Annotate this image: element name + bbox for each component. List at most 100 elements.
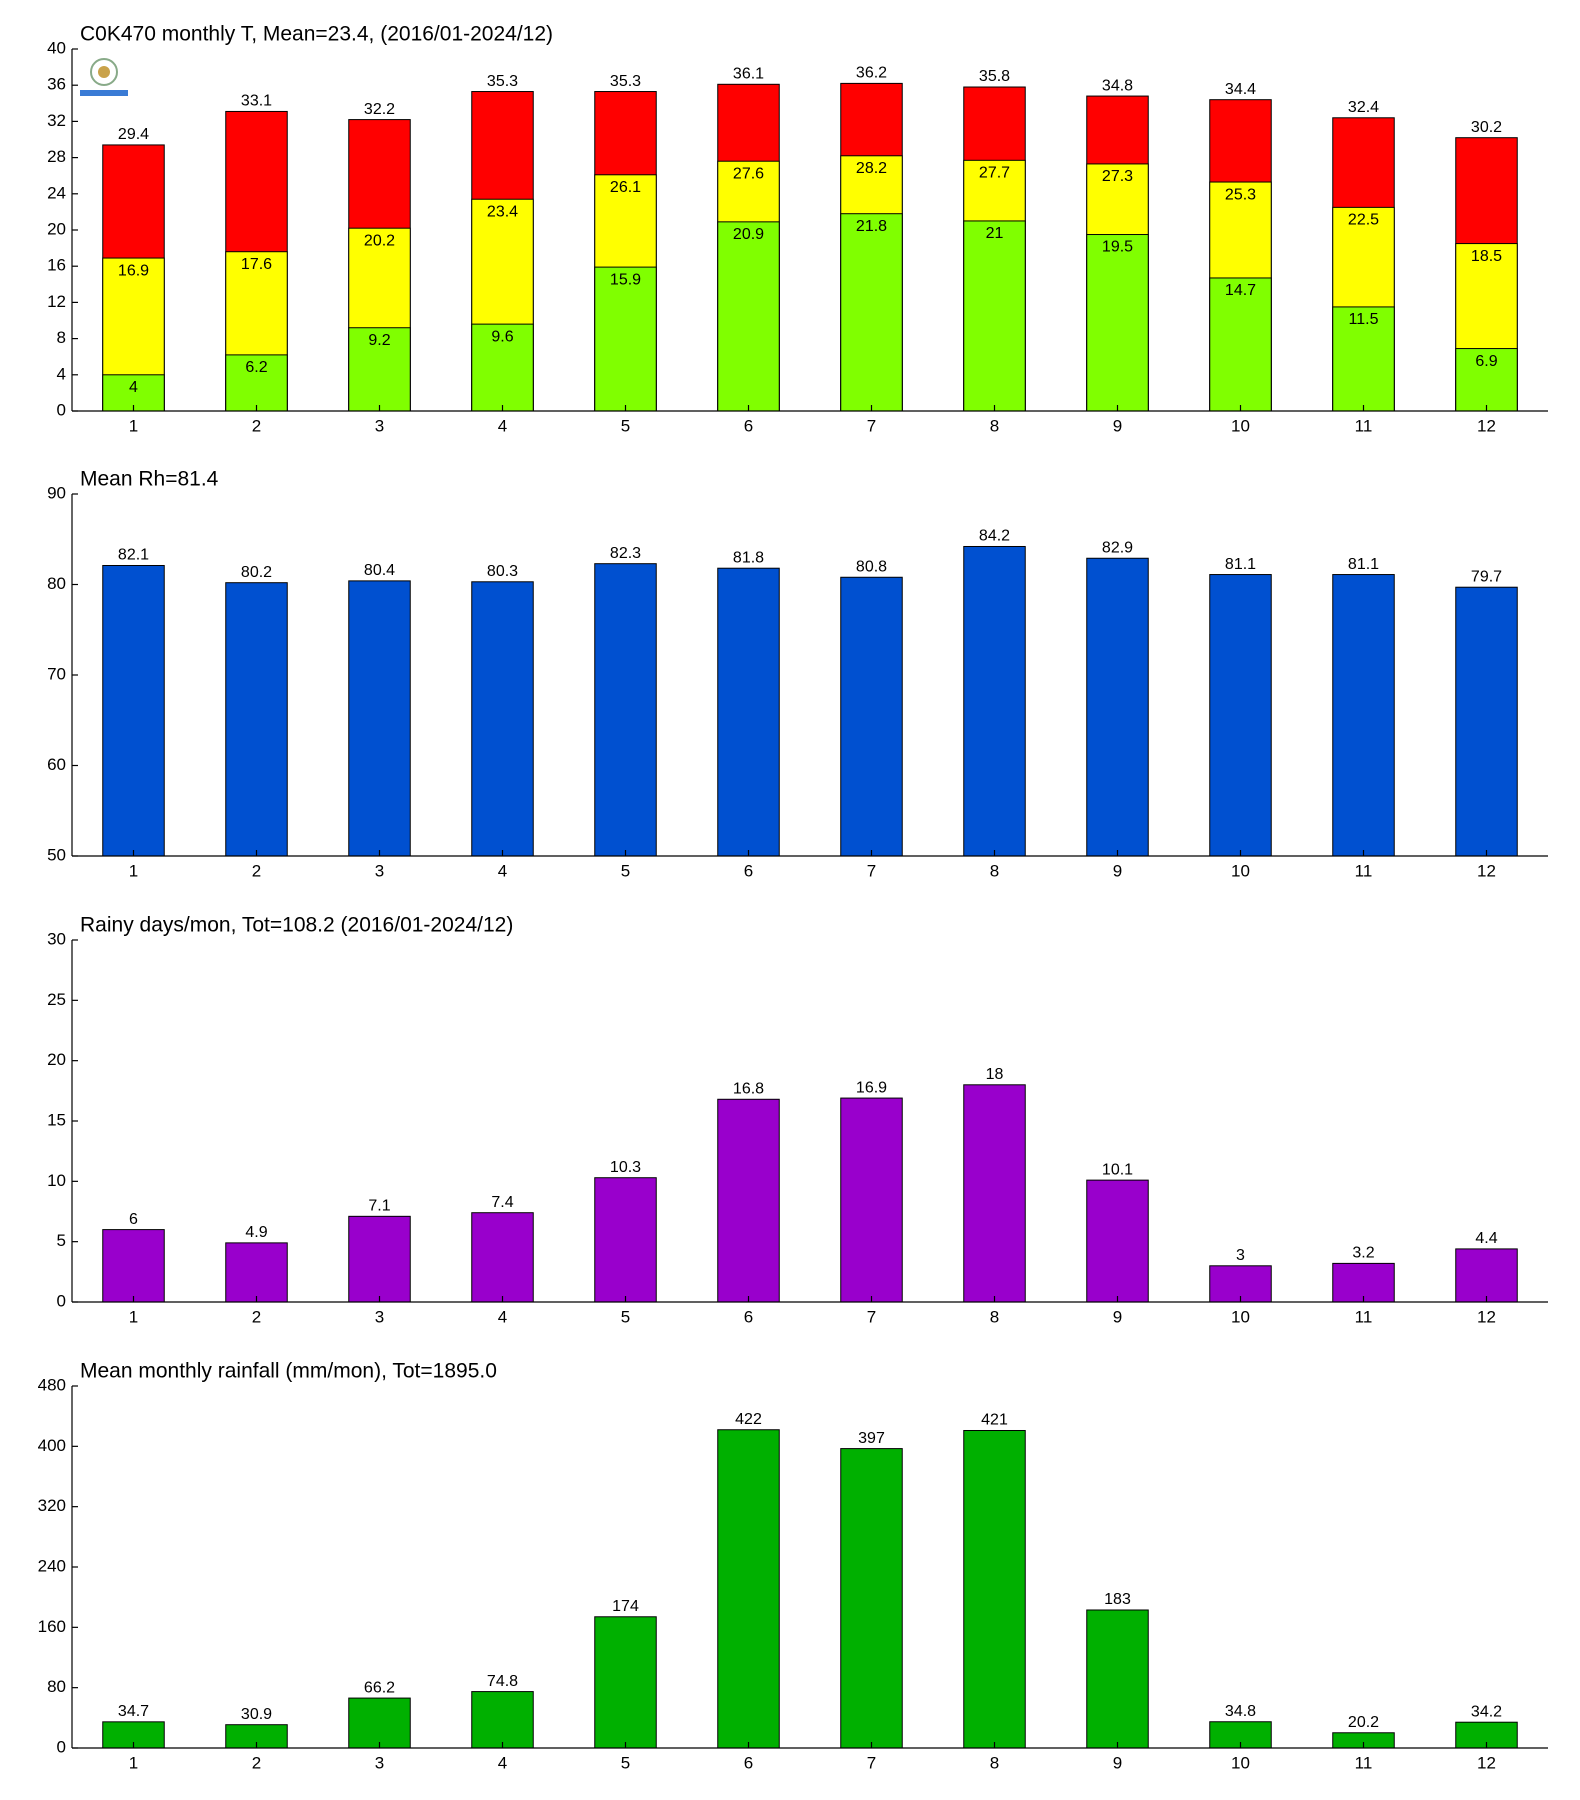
y-tick-label: 480 bbox=[38, 1375, 66, 1394]
y-tick-label: 5 bbox=[57, 1231, 66, 1250]
logo bbox=[80, 58, 128, 96]
x-tick-label: 4 bbox=[498, 1753, 507, 1772]
x-tick-label: 11 bbox=[1355, 1753, 1373, 1772]
data-label: 82.1 bbox=[118, 547, 149, 564]
data-label: 19.5 bbox=[1102, 239, 1133, 256]
bar bbox=[348, 327, 411, 412]
data-label: 7.4 bbox=[491, 1194, 513, 1211]
bar bbox=[963, 1084, 1026, 1303]
data-label: 84.2 bbox=[979, 528, 1010, 545]
data-label: 80.4 bbox=[364, 562, 395, 579]
bar bbox=[1332, 574, 1395, 857]
y-tick-label: 80 bbox=[47, 1677, 66, 1696]
data-label: 3 bbox=[1236, 1247, 1245, 1264]
x-tick-label: 4 bbox=[498, 861, 507, 880]
bar bbox=[1086, 1609, 1149, 1749]
x-tick-label: 7 bbox=[867, 416, 876, 435]
y-tick-label: 12 bbox=[47, 292, 66, 311]
data-label: 422 bbox=[735, 1411, 762, 1428]
data-label: 74.8 bbox=[487, 1673, 518, 1690]
x-tick-label: 4 bbox=[498, 1307, 507, 1326]
data-label: 10.3 bbox=[610, 1159, 641, 1176]
data-label: 6.2 bbox=[245, 359, 267, 376]
bar bbox=[1086, 1179, 1149, 1303]
data-label: 27.6 bbox=[733, 165, 764, 182]
bar bbox=[717, 221, 780, 412]
data-label: 11.5 bbox=[1349, 311, 1379, 328]
data-label: 3.2 bbox=[1352, 1245, 1374, 1262]
data-label: 82.3 bbox=[610, 545, 641, 562]
bar bbox=[840, 213, 903, 412]
data-label: 20.2 bbox=[1348, 1714, 1379, 1731]
y-tick-label: 15 bbox=[47, 1110, 66, 1129]
x-tick-label: 11 bbox=[1355, 861, 1373, 880]
x-tick-label: 1 bbox=[129, 1307, 138, 1326]
bar bbox=[840, 1448, 903, 1749]
x-tick-label: 5 bbox=[621, 1307, 630, 1326]
data-label: 28.2 bbox=[856, 160, 887, 177]
bar bbox=[471, 1691, 534, 1749]
data-label: 20.2 bbox=[364, 232, 395, 249]
data-label: 16.9 bbox=[856, 1079, 887, 1096]
bar bbox=[594, 266, 657, 412]
x-tick-label: 12 bbox=[1477, 1307, 1496, 1326]
data-label: 27.7 bbox=[979, 165, 1010, 182]
bar bbox=[963, 220, 1026, 412]
data-label: 9.2 bbox=[368, 332, 390, 349]
x-tick-label: 2 bbox=[252, 416, 261, 435]
data-label: 6.9 bbox=[1475, 353, 1497, 370]
y-tick-label: 0 bbox=[57, 1291, 66, 1310]
bar bbox=[1209, 574, 1272, 857]
data-label: 35.3 bbox=[487, 73, 518, 90]
x-tick-label: 8 bbox=[990, 1307, 999, 1326]
data-label: 79.7 bbox=[1471, 568, 1502, 585]
data-label: 4 bbox=[129, 379, 138, 396]
y-tick-label: 60 bbox=[47, 755, 66, 774]
y-tick-label: 90 bbox=[47, 483, 66, 502]
x-tick-label: 10 bbox=[1231, 1753, 1250, 1772]
x-tick-label: 3 bbox=[375, 416, 384, 435]
x-tick-label: 1 bbox=[129, 416, 138, 435]
x-tick-label: 7 bbox=[867, 861, 876, 880]
bar bbox=[840, 576, 903, 857]
x-tick-label: 10 bbox=[1231, 1307, 1250, 1326]
data-label: 34.7 bbox=[118, 1703, 149, 1720]
x-tick-label: 6 bbox=[744, 861, 753, 880]
data-label: 27.3 bbox=[1102, 168, 1133, 185]
x-tick-label: 3 bbox=[375, 861, 384, 880]
y-tick-label: 80 bbox=[47, 574, 66, 593]
data-label: 36.2 bbox=[856, 65, 887, 82]
x-tick-label: 5 bbox=[621, 861, 630, 880]
bar bbox=[348, 1215, 411, 1303]
y-tick-label: 25 bbox=[47, 990, 66, 1009]
data-label: 16.8 bbox=[733, 1080, 764, 1097]
data-label: 397 bbox=[858, 1430, 885, 1447]
x-tick-label: 9 bbox=[1113, 1753, 1122, 1772]
y-tick-label: 4 bbox=[57, 364, 66, 383]
data-label: 35.8 bbox=[979, 68, 1010, 85]
data-label: 80.2 bbox=[241, 564, 272, 581]
bar bbox=[1455, 1248, 1518, 1303]
x-tick-label: 12 bbox=[1477, 416, 1496, 435]
x-tick-label: 9 bbox=[1113, 861, 1122, 880]
data-label: 36.1 bbox=[733, 66, 764, 83]
data-label: 10.1 bbox=[1102, 1161, 1133, 1178]
y-tick-label: 160 bbox=[38, 1617, 66, 1636]
data-label: 21.8 bbox=[856, 218, 887, 235]
x-tick-label: 6 bbox=[744, 416, 753, 435]
chart-title: Rainy days/mon, Tot=108.2 (2016/01-2024/… bbox=[80, 914, 513, 937]
y-tick-label: 20 bbox=[47, 1050, 66, 1069]
x-tick-label: 1 bbox=[129, 861, 138, 880]
x-tick-label: 6 bbox=[744, 1307, 753, 1326]
bar bbox=[1086, 557, 1149, 857]
data-label: 15.9 bbox=[610, 271, 641, 288]
y-tick-label: 400 bbox=[38, 1436, 66, 1455]
data-label: 14.7 bbox=[1225, 282, 1256, 299]
bar bbox=[1209, 1265, 1272, 1303]
x-tick-label: 2 bbox=[252, 1753, 261, 1772]
data-label: 21 bbox=[986, 225, 1004, 242]
bar bbox=[1086, 234, 1149, 412]
data-label: 4.4 bbox=[1475, 1230, 1497, 1247]
x-tick-label: 10 bbox=[1231, 861, 1250, 880]
